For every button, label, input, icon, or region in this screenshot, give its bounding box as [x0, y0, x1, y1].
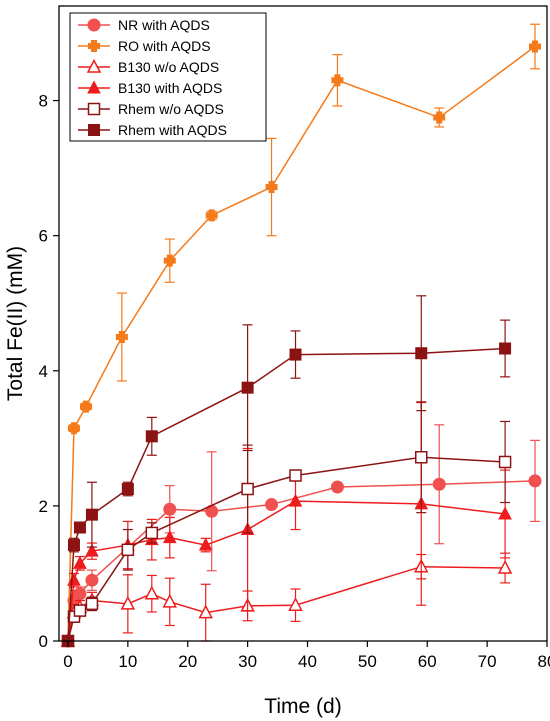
y-tick-label: 4	[39, 362, 48, 381]
data-point	[499, 342, 512, 355]
legend-marker	[86, 58, 102, 73]
plot-frame	[58, 5, 548, 642]
data-point	[85, 508, 98, 521]
data-point	[163, 502, 177, 516]
data-point	[73, 521, 86, 534]
y-axis-title: Total Fe(II) (mM)	[4, 246, 27, 401]
data-point	[415, 451, 428, 464]
legend-item: RO with AQDS	[78, 38, 211, 54]
data-point	[265, 498, 279, 512]
plot-area	[60, 23, 542, 648]
x-tick-label: 30	[238, 652, 257, 671]
data-point	[121, 543, 135, 557]
y-tick-label: 2	[39, 497, 48, 516]
x-tick-label: 0	[63, 652, 72, 671]
data-point	[529, 40, 542, 53]
x-tick-label: 40	[298, 652, 317, 671]
data-point	[288, 597, 303, 611]
data-point	[498, 506, 512, 520]
data-point	[241, 381, 254, 394]
data-point	[73, 555, 87, 569]
legend-label: Rhem with AQDS	[118, 122, 227, 138]
y-tick-label: 6	[39, 227, 48, 246]
data-point	[145, 430, 158, 443]
data-point	[289, 348, 302, 361]
y-tick-label: 8	[39, 92, 48, 111]
legend-label: NR with AQDS	[118, 17, 210, 33]
data-point	[145, 526, 159, 540]
data-point	[497, 559, 513, 574]
data-point	[288, 493, 303, 507]
legend: NR with AQDS RO with AQDS B130 w/o AQDS B13…	[69, 12, 267, 142]
data-point	[198, 604, 213, 619]
data-point	[432, 477, 446, 491]
legend-label: B130 with AQDS	[118, 80, 222, 96]
legend-item: B130 w/o AQDS	[78, 58, 219, 75]
legend-label: B130 w/o AQDS	[118, 59, 219, 75]
series-line	[67, 45, 536, 642]
legend-marker	[88, 124, 100, 136]
data-point	[498, 455, 512, 469]
legend-item: B130 with AQDS	[78, 80, 222, 96]
series-4	[61, 401, 512, 648]
series-1	[61, 23, 542, 647]
legend-item: Rhem w/o AQDS	[78, 101, 224, 117]
data-point	[198, 537, 213, 551]
y-tick-label: 0	[39, 632, 48, 651]
data-point	[162, 593, 178, 608]
data-point	[241, 482, 254, 496]
legend-marker	[87, 18, 101, 32]
legend-box	[69, 12, 267, 142]
data-point	[330, 480, 344, 494]
legend-item: NR with AQDS	[78, 17, 210, 33]
legend-item: Rhem with AQDS	[78, 122, 227, 138]
data-point	[121, 483, 134, 496]
data-point	[265, 181, 278, 194]
data-point	[528, 474, 542, 488]
series-5	[61, 295, 512, 647]
data-point	[163, 254, 176, 267]
data-point	[79, 400, 92, 413]
legend-label: RO with AQDS	[118, 38, 211, 54]
data-point	[85, 573, 99, 587]
data-point	[433, 111, 446, 124]
legend-marker	[88, 40, 100, 52]
x-tick-label: 70	[478, 652, 497, 671]
data-point	[205, 209, 218, 222]
x-tick-label: 50	[358, 652, 377, 671]
data-point	[73, 604, 87, 617]
x-tick-label: 80	[538, 652, 550, 671]
data-point	[162, 530, 177, 544]
axes: 0 10 20 30 40 50 60 70 80 0 2 4 6 8	[39, 92, 550, 671]
data-point	[73, 587, 87, 601]
series-line	[67, 347, 506, 642]
x-tick-label: 60	[418, 652, 437, 671]
data-point	[67, 422, 80, 435]
legend-label: Rhem w/o AQDS	[118, 101, 224, 117]
legend-marker	[87, 102, 101, 116]
data-point	[144, 585, 160, 600]
x-tick-label: 20	[178, 652, 197, 671]
legend-marker	[87, 80, 101, 94]
data-point	[331, 74, 344, 87]
data-point	[415, 347, 428, 360]
x-tick-label: 10	[118, 652, 137, 671]
data-point	[289, 469, 302, 482]
data-point	[115, 331, 128, 344]
data-point	[120, 595, 136, 610]
data-point	[85, 543, 99, 557]
x-axis-title: Time (d)	[264, 695, 341, 718]
data-point	[85, 597, 99, 611]
data-point	[67, 539, 80, 552]
